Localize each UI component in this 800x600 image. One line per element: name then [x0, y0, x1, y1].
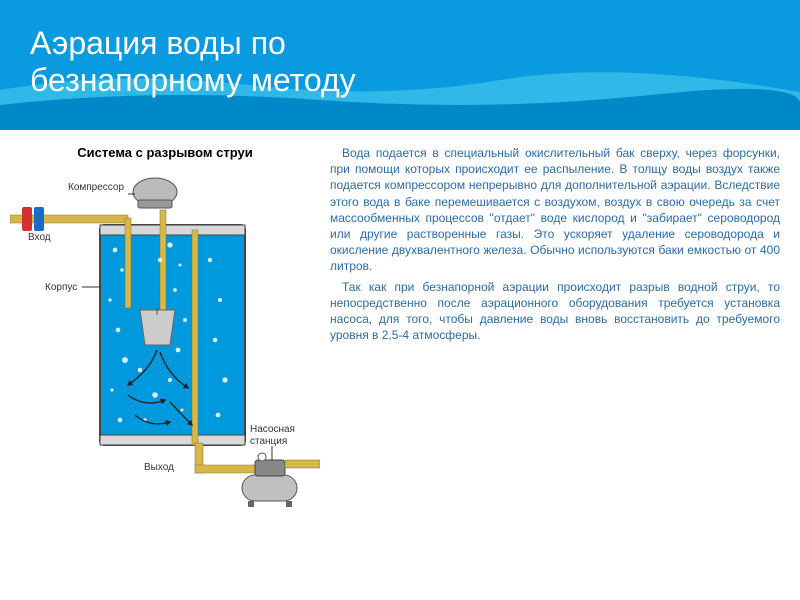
text-column: Вода подается в специальный окислительны… — [330, 145, 780, 510]
content-row: Система с разрывом струи Вход Компрессор… — [0, 130, 800, 525]
aeration-diagram: Вход Компрессор Корпус — [10, 170, 320, 510]
paragraph-1: Вода подается в специальный окислительны… — [330, 145, 780, 275]
slide-header: Аэрация воды по безнапорному методу — [0, 0, 800, 130]
svg-text:Вход: Вход — [28, 232, 51, 243]
paragraph-2: Так как при безнапорной аэрации происход… — [330, 279, 780, 344]
svg-text:станция: станция — [250, 436, 287, 447]
svg-text:Выход: Выход — [144, 462, 174, 473]
svg-text:Компрессор: Компрессор — [68, 182, 124, 193]
svg-text:Корпус: Корпус — [45, 282, 77, 293]
diagram-column: Система с разрывом струи Вход Компрессор… — [10, 145, 320, 510]
diagram-title: Система с разрывом струи — [10, 145, 320, 160]
svg-text:Насосная: Насосная — [250, 424, 295, 435]
slide-title: Аэрация воды по безнапорному методу — [30, 25, 770, 99]
